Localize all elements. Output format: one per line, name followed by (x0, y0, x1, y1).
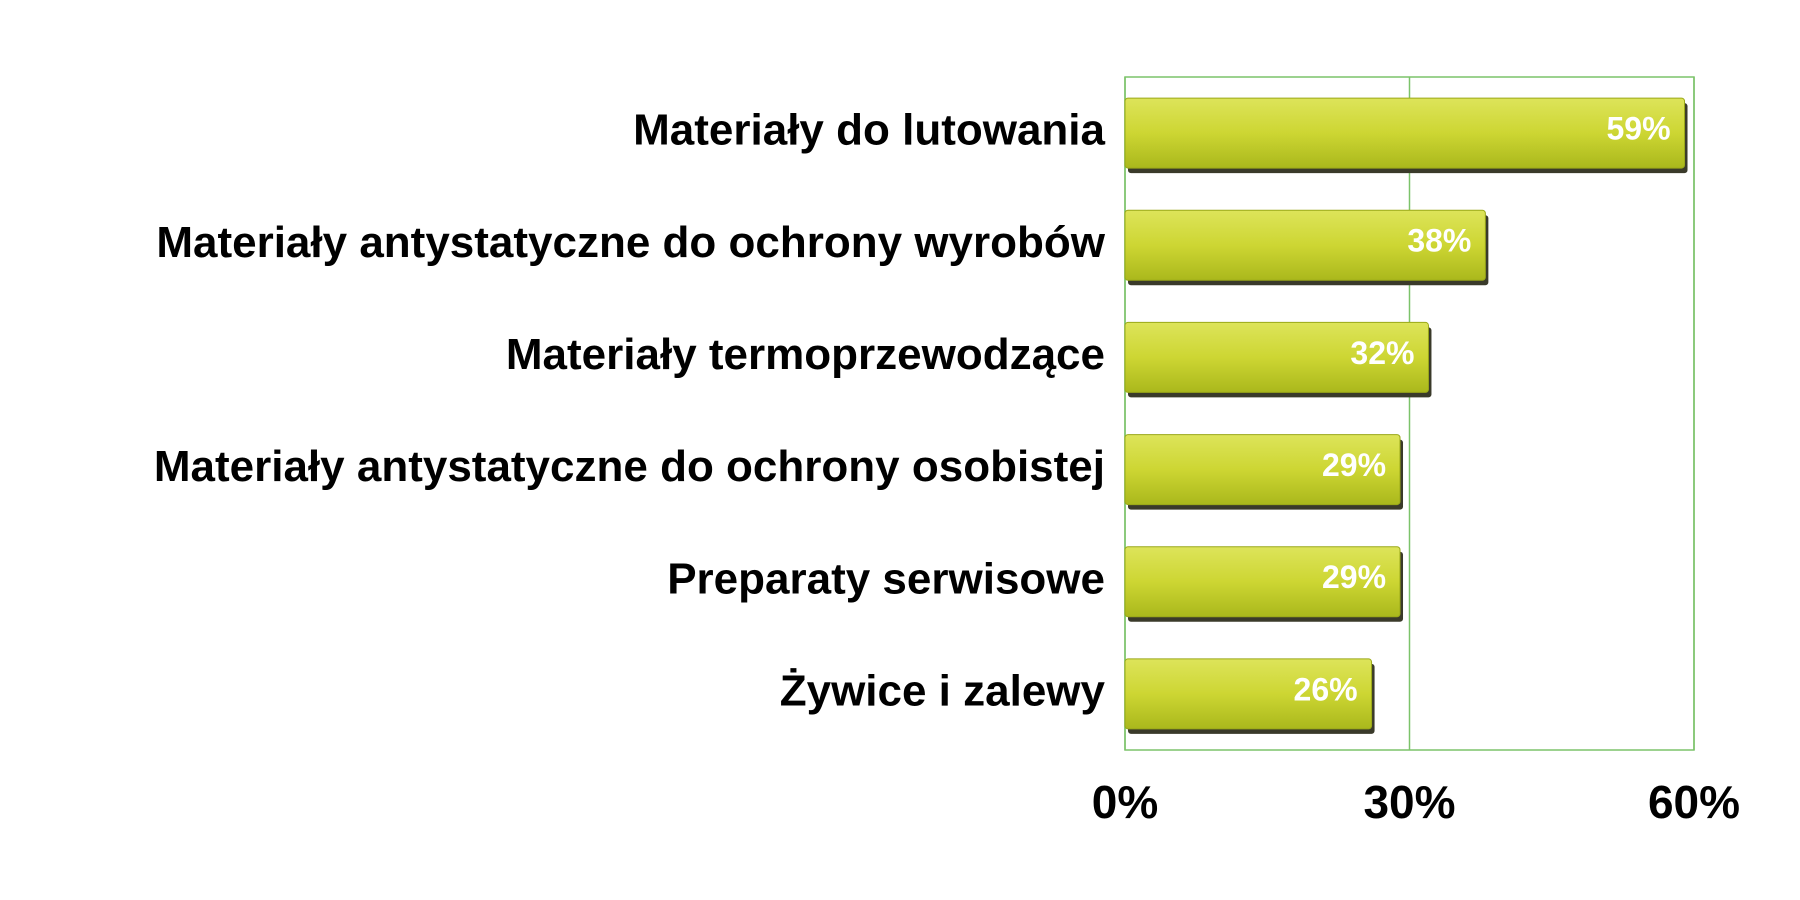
bar (1124, 546, 1401, 618)
value-label: 32% (1350, 335, 1414, 371)
x-tick-label: 60% (1648, 776, 1740, 828)
x-tick-label: 30% (1363, 776, 1455, 828)
value-label: 29% (1322, 447, 1386, 483)
category-label: Preparaty serwisowe (667, 554, 1105, 603)
category-label: Żywice i zalewy (780, 667, 1106, 716)
bar (1124, 321, 1429, 393)
category-label: Materiały antystatyczne do ochrony wyrob… (156, 218, 1105, 267)
category-label: Materiały termoprzewodzące (506, 330, 1105, 379)
bar (1124, 97, 1686, 169)
value-label: 38% (1407, 223, 1471, 259)
value-label: 29% (1322, 559, 1386, 595)
bar (1124, 209, 1486, 281)
x-tick-label: 0% (1092, 776, 1158, 828)
bar (1124, 434, 1401, 506)
category-label: Materiały do lutowania (633, 106, 1105, 155)
bar (1124, 658, 1373, 730)
value-label: 59% (1606, 111, 1670, 147)
category-label: Materiały antystatyczne do ochrony osobi… (154, 442, 1105, 491)
value-label: 26% (1294, 671, 1358, 707)
